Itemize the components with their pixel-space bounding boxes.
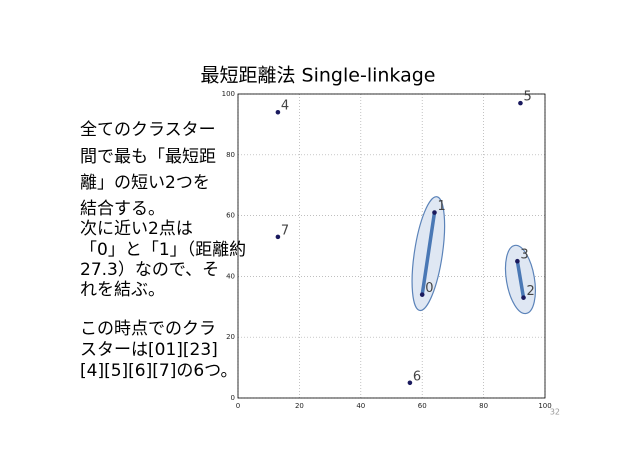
point [432,210,437,215]
point [518,100,523,106]
point [515,258,520,264]
y-tick-label: 0 [231,394,235,402]
point [521,295,526,300]
x-tick-label: 80 [479,402,488,410]
body-text: 全てのクラスター [80,120,216,140]
y-tick-label: 40 [226,272,235,280]
point-label: 7 [281,223,289,238]
y-tick-label: 100 [222,90,235,98]
x-tick-label: 0 [236,402,240,410]
point-label: 0 [425,281,433,296]
body-text: 結合する。 [80,199,165,219]
body-text: れを結ぶ。 [80,280,165,300]
body-text: 27.3）なので、そ [80,260,219,280]
x-tick-label: 100 [538,402,551,410]
point-label: 4 [281,99,289,114]
plot-frame [237,93,546,399]
point-label: 3 [520,248,528,263]
body-text: 離」の短い2つを [80,173,210,193]
point [407,380,413,386]
body-text: 次に近い2点は [80,219,193,239]
cluster-link [420,210,437,297]
x-tick-label: 40 [356,402,365,410]
cluster-link [515,259,526,300]
point-label: 2 [527,284,535,299]
body-text: この時点でのクラ [80,319,216,339]
body-text: [4][5][6][7]の6つ。 [80,361,237,381]
body-text: 「0」と「1」（距離約 [80,240,246,260]
body-text: 間で最も「最短距 [80,147,216,167]
point [419,292,425,297]
point [275,109,281,115]
body-text: スターは[01][23] [80,340,218,360]
x-tick-label: 60 [418,402,427,410]
y-tick-label: 60 [226,212,235,220]
x-tick-label: 20 [295,402,304,410]
point-label: 5 [523,90,531,105]
point [275,234,281,240]
page-number: 32 [550,408,560,417]
point-label: 1 [437,199,445,214]
slide-title: 最短距離法 Single-linkage [201,65,436,87]
point-label: 6 [413,369,421,384]
y-tick-label: 80 [226,151,235,159]
y-tick-label: 20 [226,333,235,341]
